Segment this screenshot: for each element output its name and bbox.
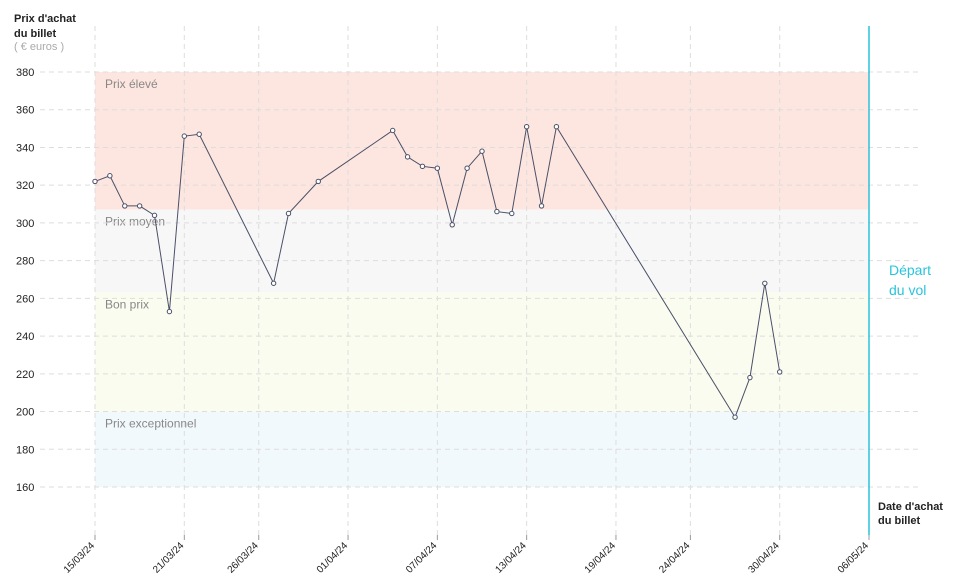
price-point: [151, 212, 158, 219]
price-point: [285, 210, 292, 217]
band-label: Prix moyen: [105, 215, 165, 229]
price-point: [553, 124, 560, 130]
price-point: [464, 165, 470, 171]
price-point: [92, 178, 98, 185]
y-title: Prix d'achat: [14, 13, 76, 25]
x-tick-label: 19/04/24: [583, 540, 619, 576]
price-point: [419, 163, 426, 170]
y-tick-label: 200: [16, 407, 34, 419]
band-label: Bon prix: [105, 298, 149, 312]
price-point: [122, 203, 128, 209]
x-title: Date d'achat: [878, 501, 943, 513]
x-tick-label: 01/04/24: [315, 540, 351, 576]
y-tick-label: 260: [16, 293, 34, 305]
y-unit: ( € euros ): [14, 41, 64, 53]
y-tick-label: 360: [16, 105, 34, 117]
price-point: [509, 210, 515, 217]
departure-label: du vol: [889, 282, 926, 298]
price-band: [95, 72, 869, 210]
y-tick-label: 340: [16, 142, 34, 154]
price-point: [494, 208, 500, 215]
band-label: Prix exceptionnel: [105, 417, 196, 431]
price-point: [166, 308, 173, 315]
y-tick-label: 280: [16, 256, 34, 268]
price-point: [404, 154, 411, 160]
y-tick-label: 180: [16, 444, 34, 456]
price-point: [315, 178, 321, 185]
x-tick-label: 13/04/24: [493, 540, 529, 576]
departure-label: Départ: [889, 262, 931, 278]
x-tick-label: 21/03/24: [151, 540, 187, 576]
price-point: [479, 148, 485, 154]
price-point: [523, 124, 530, 130]
y-tick-label: 380: [16, 67, 34, 79]
price-point: [181, 133, 188, 139]
price-point: [747, 374, 753, 381]
y-tick-label: 160: [16, 482, 34, 494]
x-title: du billet: [878, 515, 921, 527]
x-tick-label: 30/04/24: [747, 540, 783, 576]
price-point: [449, 222, 455, 228]
y-tick-label: 220: [16, 369, 34, 381]
y-title: du billet: [14, 28, 57, 40]
price-point: [434, 165, 441, 171]
price-point: [776, 369, 783, 375]
x-tick-label: 06/05/24: [836, 540, 872, 576]
price-point: [136, 203, 143, 209]
x-tick-label: 15/03/24: [62, 540, 98, 576]
y-tick-label: 320: [16, 180, 34, 192]
band-label: Prix élevé: [105, 77, 158, 91]
x-tick-label: 24/04/24: [657, 540, 693, 576]
price-point: [107, 173, 113, 179]
price-point: [270, 280, 277, 286]
price-point: [538, 203, 545, 209]
price-point: [196, 131, 202, 137]
price-point: [762, 280, 768, 286]
price-point: [389, 127, 396, 134]
price-point: [732, 414, 738, 420]
x-tick-label: 07/04/24: [404, 540, 440, 576]
price-band: [95, 292, 869, 412]
price-band: [95, 209, 869, 293]
y-tick-label: 300: [16, 218, 34, 230]
x-tick-label: 26/03/24: [226, 540, 262, 576]
y-tick-label: 240: [16, 331, 34, 343]
